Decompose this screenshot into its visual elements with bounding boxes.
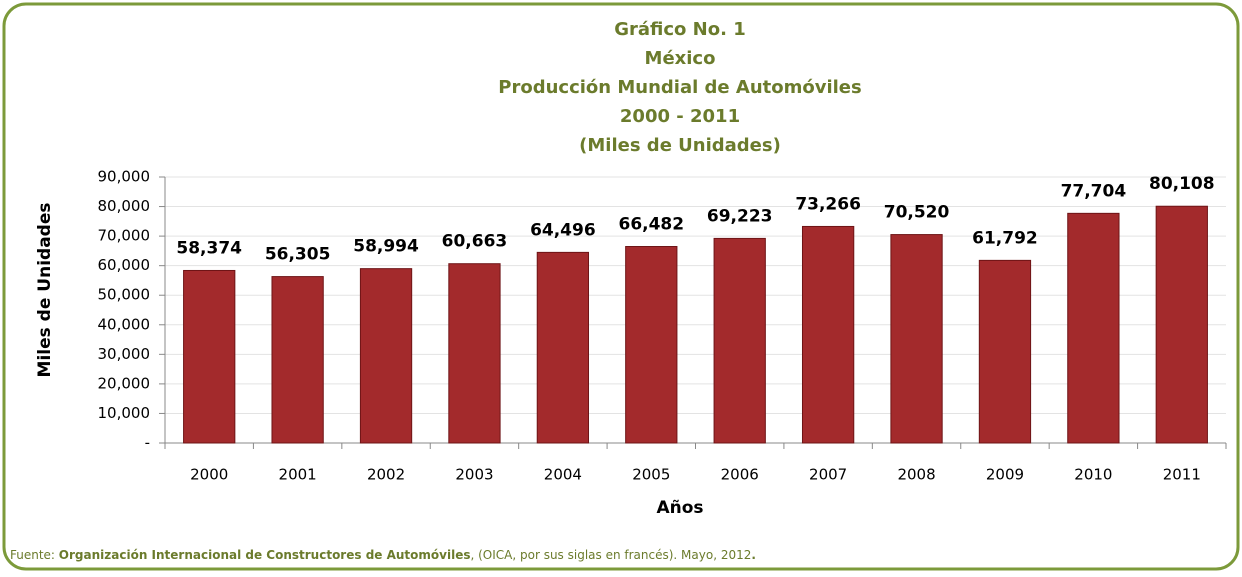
y-tick-label: 40,000 [98, 315, 151, 333]
bar [801, 225, 855, 444]
chart-title: Producción Mundial de Automóviles [498, 77, 861, 98]
y-tick-label: 80,000 [98, 197, 151, 215]
value-label: 77,704 [1061, 181, 1127, 201]
source-part: Organización Internacional de Constructo… [59, 548, 471, 562]
y-tick-label: 50,000 [98, 286, 151, 304]
value-label: 58,374 [176, 238, 242, 258]
y-axis-label: Miles de Unidades [35, 203, 55, 378]
chart-title: 2000 - 2011 [620, 106, 740, 127]
value-label: 58,994 [353, 237, 419, 257]
bar [625, 246, 678, 444]
source-part: Fuente: [10, 548, 59, 562]
bar [978, 259, 1032, 444]
bar [448, 263, 501, 444]
value-label: 80,108 [1149, 174, 1215, 194]
y-tick-label: 60,000 [98, 256, 151, 274]
bar [359, 268, 413, 444]
value-label: 61,792 [972, 228, 1038, 248]
x-tick-label: 2000 [190, 466, 228, 484]
bar [271, 276, 324, 444]
y-tick-label: 90,000 [98, 168, 151, 186]
x-tick-label: 2007 [809, 466, 847, 484]
bar [890, 234, 943, 444]
value-label: 70,520 [884, 203, 950, 223]
x-tick-label: 2002 [367, 466, 405, 484]
value-label: 66,482 [618, 215, 684, 235]
x-tick-label: 2009 [986, 466, 1024, 484]
y-tick-label: 20,000 [98, 374, 151, 392]
x-tick-label: 2011 [1163, 466, 1201, 484]
chart-title: (Miles de Unidades) [579, 135, 781, 156]
x-tick-label: 2004 [544, 466, 582, 484]
value-label: 73,266 [795, 194, 861, 214]
bar [536, 251, 590, 444]
source-note: Fuente: Organización Internacional de Co… [10, 548, 756, 562]
value-label: 60,663 [442, 232, 508, 252]
x-tick-label: 2003 [455, 466, 493, 484]
x-tick-label: 2010 [1074, 466, 1112, 484]
value-label: 69,223 [707, 206, 773, 226]
chart-title: México [645, 48, 716, 69]
y-tick-label: 70,000 [98, 227, 151, 245]
x-tick-label: 2005 [632, 466, 670, 484]
x-tick-label: 2006 [721, 466, 759, 484]
bar [1155, 205, 1208, 444]
source-part: . [751, 548, 756, 562]
value-label: 56,305 [265, 245, 331, 265]
y-tick-label: - [145, 434, 150, 452]
source-part: , (OICA, por sus siglas en francés). May… [470, 548, 751, 562]
y-tick-label: 10,000 [98, 404, 151, 422]
x-axis-label: Años [656, 498, 703, 518]
value-label: 64,496 [530, 220, 596, 240]
bar [1067, 212, 1120, 444]
chart-title: Gráfico No. 1 [614, 19, 746, 40]
x-tick-label: 2001 [279, 466, 317, 484]
y-tick-label: 30,000 [98, 345, 151, 363]
bar [713, 237, 766, 444]
bar [183, 269, 236, 444]
x-tick-label: 2008 [897, 466, 935, 484]
